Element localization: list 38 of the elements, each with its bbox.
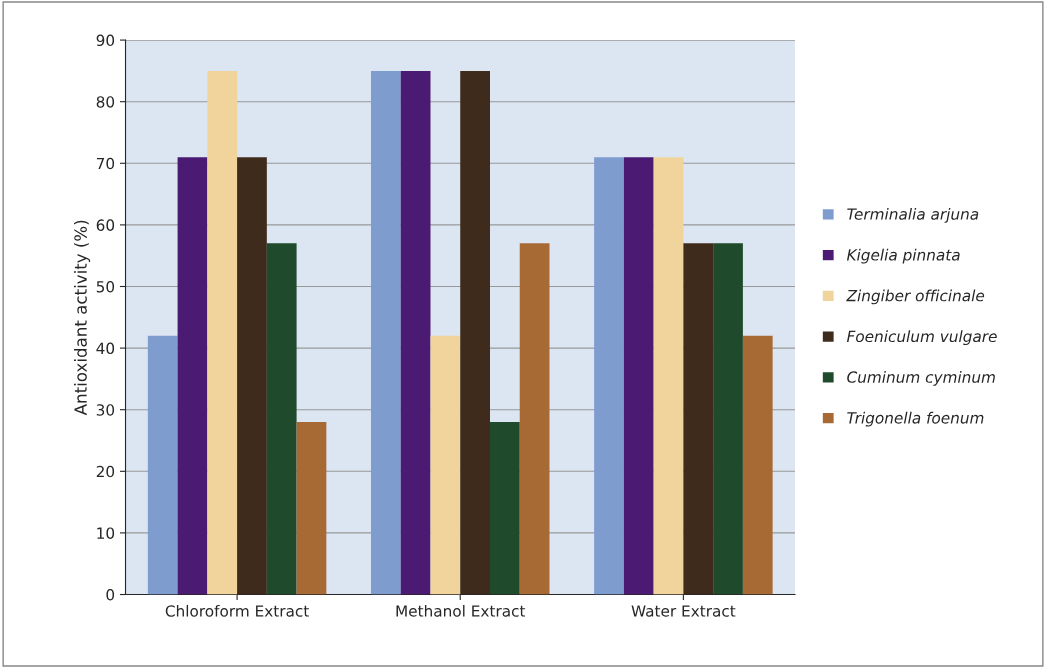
y-tick-label: 60	[96, 219, 115, 231]
bar	[296, 422, 327, 595]
y-tick-label: 40	[96, 342, 115, 355]
legend-label: Cuminum cyminum	[847, 371, 995, 386]
legend-label: Kigelia pinnata	[846, 248, 960, 264]
bar	[623, 157, 654, 595]
bar	[430, 335, 461, 595]
bar	[683, 243, 714, 595]
y-tick-label: 10	[97, 527, 115, 539]
bar	[370, 70, 401, 595]
bar	[460, 70, 490, 595]
x-tick-label: Chloroform Extract	[165, 604, 309, 617]
y-tick-label: 20	[96, 465, 115, 478]
y-axis-title: Antioxidant activity (%)	[73, 220, 91, 416]
legend-label: Zingiber officinale	[846, 289, 985, 305]
bar	[177, 157, 208, 595]
bar	[594, 157, 624, 595]
bar	[400, 70, 431, 595]
x-tick-label: Methanol Extract	[396, 604, 526, 617]
bar	[147, 335, 178, 595]
legend-label: Trigonella foenum	[847, 411, 984, 427]
y-tick-label: 90	[96, 34, 115, 47]
y-tick-label: 0	[106, 588, 115, 601]
bar	[489, 422, 520, 595]
bar	[519, 243, 550, 595]
bar	[237, 157, 267, 595]
y-tick-label: 50	[96, 280, 115, 293]
bar	[207, 70, 238, 595]
bar	[742, 335, 773, 595]
y-tick-label: 70	[96, 157, 115, 170]
bar	[713, 243, 743, 595]
x-tick-label: Water Extract	[631, 605, 736, 617]
y-tick-label: 80	[96, 96, 115, 108]
y-tick-label: 30	[96, 404, 115, 416]
bar	[266, 243, 297, 595]
legend-label: Foeniculum vulgare	[846, 330, 997, 346]
bar	[653, 157, 684, 595]
legend-label: Terminalia arjuna	[847, 208, 979, 223]
